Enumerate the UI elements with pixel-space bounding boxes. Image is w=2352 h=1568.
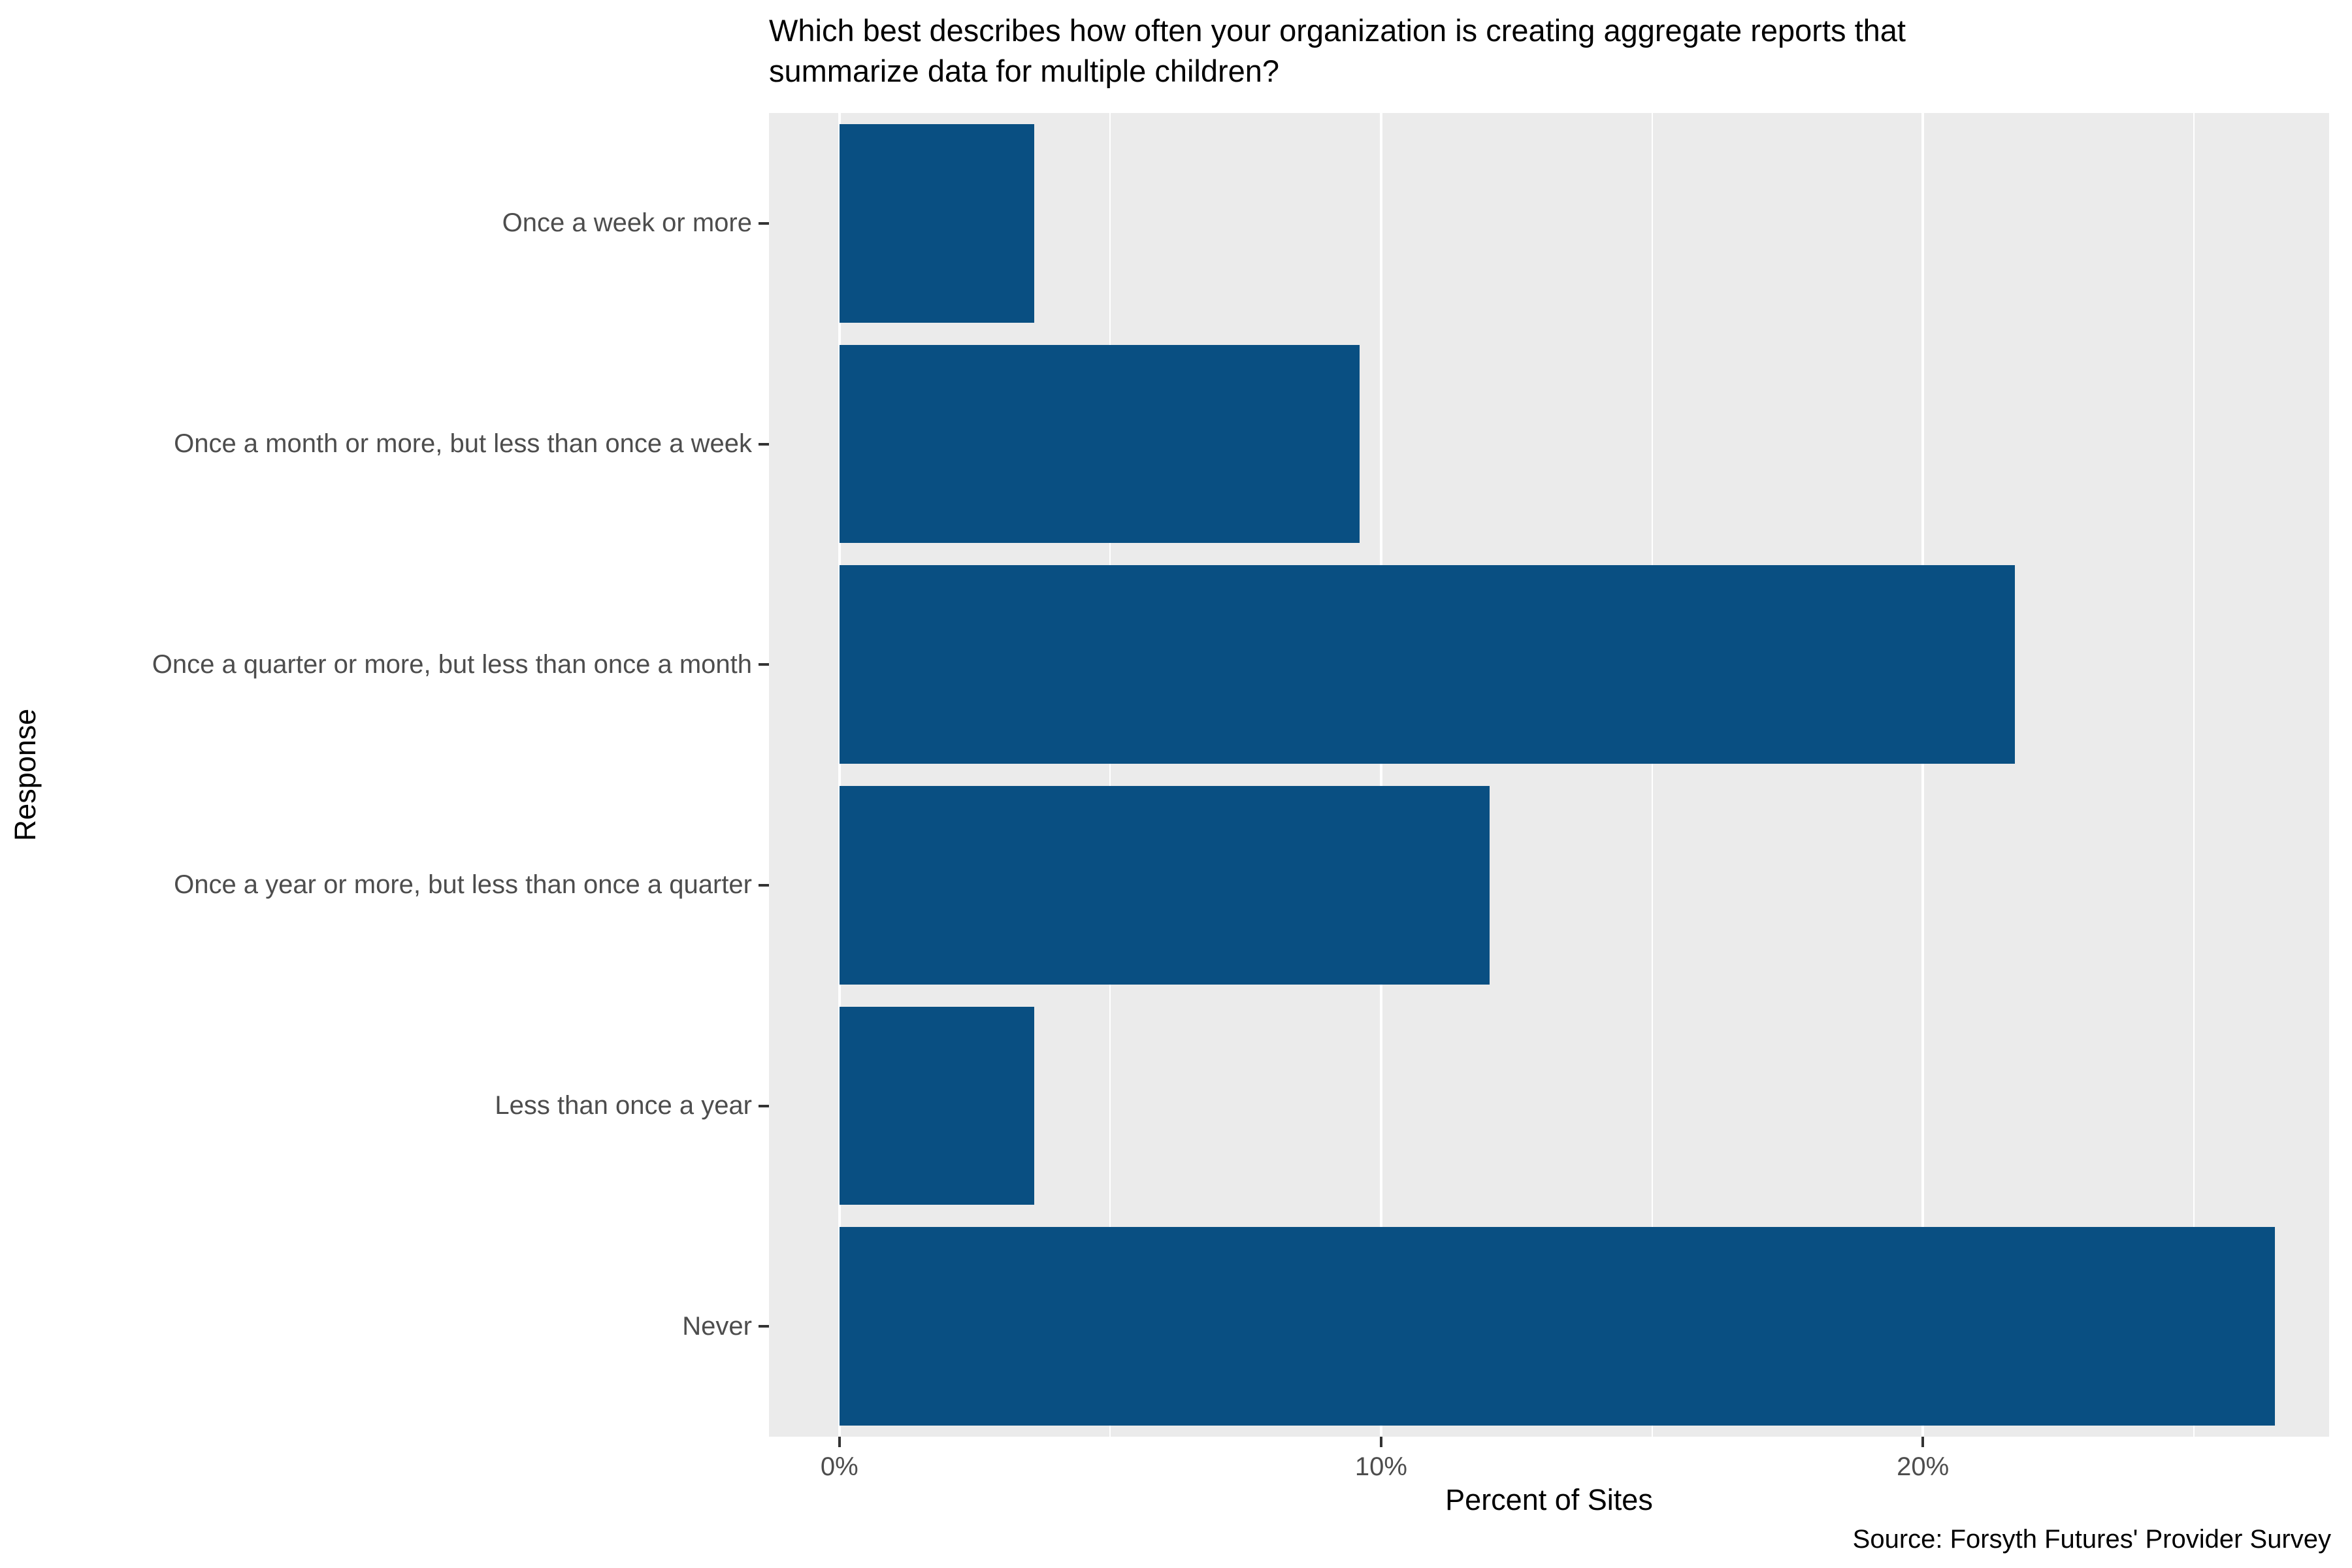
gridline-minor [2193, 113, 2195, 1437]
y-tick-mark [759, 1325, 769, 1328]
gridline-major [1921, 113, 1925, 1437]
y-tick-label: Once a year or more, but less than once … [174, 870, 752, 900]
y-tick-mark [759, 442, 769, 446]
y-tick-mark [759, 1104, 769, 1107]
x-tick-mark [1379, 1437, 1382, 1447]
bar [839, 565, 2016, 764]
source-caption: Source: Forsyth Futures' Provider Survey [1852, 1525, 2331, 1554]
x-tick-label: 0% [820, 1452, 858, 1481]
plot-panel [769, 113, 2329, 1437]
y-axis-title: Response [8, 708, 42, 841]
y-axis-ticks [759, 113, 769, 1437]
y-tick-label: Never [682, 1311, 752, 1341]
y-tick-label: Once a quarter or more, but less than on… [152, 649, 752, 679]
x-tick-label: 10% [1354, 1452, 1407, 1481]
y-tick-label: Once a month or more, but less than once… [174, 429, 752, 458]
x-tick-mark [1921, 1437, 1925, 1447]
y-tick-label: Once a week or more [502, 208, 752, 238]
y-axis-labels: Once a week or more Once a month or more,… [0, 113, 752, 1437]
bar [839, 1006, 1035, 1205]
bar [839, 344, 1360, 544]
bar [839, 123, 1035, 323]
x-tick-label: 20% [1897, 1452, 1950, 1481]
chart-title: Which best describes how often your orga… [769, 13, 1906, 89]
gridline-minor [1651, 113, 1653, 1437]
gridline-major [1379, 113, 1382, 1437]
bar [839, 1227, 2276, 1426]
x-tick-mark [838, 1437, 841, 1447]
gridline-minor [1109, 113, 1111, 1437]
gridline-major [838, 113, 841, 1437]
y-tick-mark [759, 663, 769, 666]
y-tick-mark [759, 221, 769, 225]
y-tick-label: Less than once a year [495, 1090, 752, 1120]
x-axis-title: Percent of Sites [1445, 1483, 1653, 1516]
bar [839, 785, 1490, 985]
y-tick-mark [759, 883, 769, 887]
